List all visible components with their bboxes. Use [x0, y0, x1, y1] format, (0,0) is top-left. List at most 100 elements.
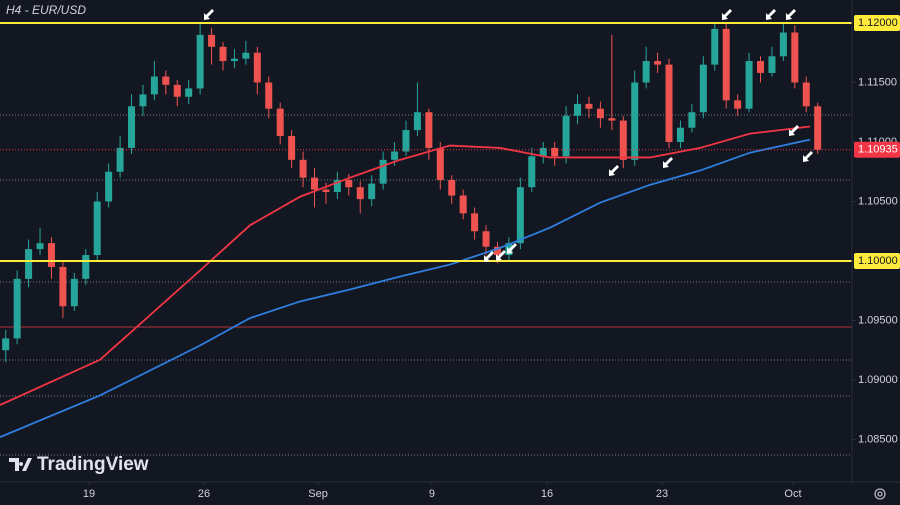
- candle-body: [105, 171, 113, 202]
- y-tick-label: 1.12000: [858, 17, 898, 29]
- candle-body: [459, 195, 467, 214]
- candle-body: [13, 278, 21, 339]
- candle-body: [391, 151, 399, 160]
- candle-body: [722, 28, 730, 101]
- x-tick-label: 19: [83, 488, 95, 500]
- candle-body: [528, 156, 536, 188]
- x-tick-label: 26: [198, 488, 210, 500]
- y-tick-label: 1.08500: [858, 433, 898, 445]
- arrow: [722, 9, 732, 20]
- candle-body: [768, 56, 776, 73]
- candle-body: [402, 130, 410, 152]
- candle-body: [356, 187, 364, 200]
- candle-body: [93, 201, 101, 256]
- candle-body: [173, 84, 181, 97]
- x-tick-label: Sep: [308, 488, 328, 500]
- candle-body: [116, 147, 124, 172]
- candle-body: [585, 103, 593, 109]
- candle-body: [516, 187, 524, 244]
- chart-title: H4 - EUR/USD: [6, 3, 86, 17]
- moving-average: [0, 138, 811, 438]
- candle-body: [333, 180, 341, 192]
- candle-body: [139, 94, 147, 107]
- last-price-box: [854, 141, 900, 158]
- candle-body: [230, 58, 238, 62]
- candle-body: [162, 76, 170, 85]
- candle-body: [150, 76, 158, 95]
- candle-body: [665, 64, 673, 142]
- x-tick-label: 16: [541, 488, 553, 500]
- arrow: [803, 151, 813, 162]
- candle-body: [791, 32, 799, 83]
- annotation-arrows: [204, 9, 813, 262]
- logo: [9, 458, 32, 471]
- candle-body: [345, 180, 353, 188]
- candle-body: [619, 120, 627, 160]
- candle-body: [322, 189, 330, 192]
- y-tick-label: 1.11500: [858, 76, 897, 88]
- level-label-box: [854, 252, 900, 269]
- arrow: [204, 9, 214, 20]
- candle-body: [208, 34, 216, 47]
- y-tick-label: 1.09000: [858, 374, 898, 386]
- candle-body: [448, 180, 456, 196]
- candle-body: [2, 338, 10, 351]
- arrow: [766, 9, 776, 20]
- candle-body: [196, 34, 204, 89]
- candle-body: [471, 213, 479, 232]
- candle-body: [814, 106, 822, 150]
- candle-body: [253, 52, 261, 83]
- candle-body: [757, 61, 765, 73]
- watermark-text: TradingView: [37, 454, 149, 475]
- arrow: [484, 251, 494, 262]
- gear-outer[interactable]: [874, 488, 886, 500]
- candle-body: [368, 183, 376, 200]
- x-tick-label: 23: [656, 488, 668, 500]
- candle-body: [219, 46, 227, 62]
- candle-body: [574, 103, 582, 116]
- candle-body: [631, 82, 639, 160]
- candle-body: [596, 108, 604, 119]
- candle-body: [47, 243, 55, 267]
- arrow: [507, 243, 517, 254]
- gear-inner[interactable]: [877, 491, 883, 497]
- candle-body: [265, 82, 273, 109]
- candle-body: [493, 246, 501, 256]
- y-tick-label: 1.10000: [858, 255, 898, 267]
- arrow: [789, 125, 799, 136]
- candle-body: [82, 255, 90, 279]
- settings-icon[interactable]: [874, 488, 886, 500]
- y-tick-label: 1.09500: [858, 314, 898, 326]
- candle-body: [699, 64, 707, 113]
- candle-body: [688, 112, 696, 128]
- arrow: [786, 9, 796, 20]
- candle-body: [608, 118, 616, 121]
- moving-average: [0, 125, 811, 406]
- candle-body: [288, 136, 296, 160]
- candle-body: [539, 147, 547, 157]
- candle-body: [562, 115, 570, 157]
- last-price-label: 1.10935: [858, 144, 898, 156]
- y-tick-label: 1.10500: [858, 195, 898, 207]
- candle-body: [310, 177, 318, 190]
- arrow: [663, 157, 673, 168]
- arrow: [609, 165, 619, 176]
- candle-body: [276, 108, 284, 137]
- candle-body: [185, 88, 193, 97]
- candle-body: [299, 159, 307, 178]
- candle-body: [59, 266, 67, 307]
- candle-body: [711, 28, 719, 65]
- candle-body: [425, 112, 433, 148]
- candle-body: [128, 106, 136, 148]
- arrow: [496, 250, 506, 261]
- candle-body: [242, 52, 250, 59]
- plot-area: [0, 21, 852, 456]
- candle-body: [802, 82, 810, 107]
- candle-body: [734, 100, 742, 109]
- candle-body: [25, 249, 33, 279]
- candle-body: [654, 61, 662, 65]
- x-tick-label: 9: [429, 488, 435, 500]
- candle-body: [379, 159, 387, 184]
- x-tick-label: Oct: [784, 488, 801, 500]
